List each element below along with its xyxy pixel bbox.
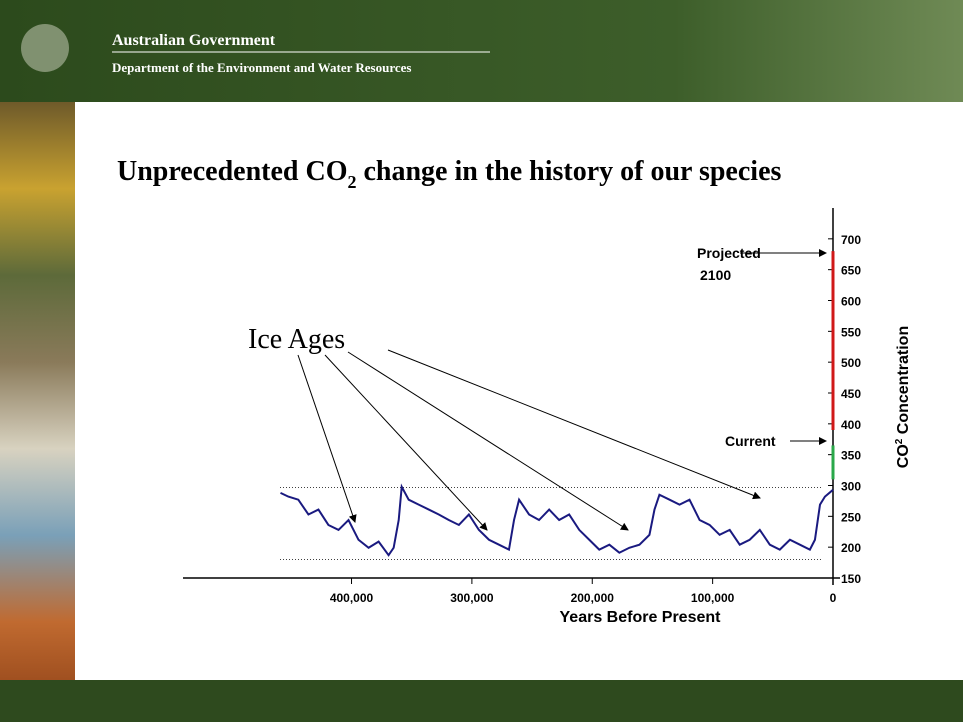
- arrow: [387, 349, 761, 500]
- x-tick-label: 100,000: [691, 591, 735, 605]
- y-tick-label: 600: [841, 295, 861, 309]
- ice-ages-label: Ice Ages: [248, 324, 345, 355]
- x-tick-label: 200,000: [571, 591, 615, 605]
- title-part: change in the history of our species: [356, 156, 781, 187]
- y-axis-label: CO2 Concentration: [894, 326, 912, 468]
- y-tick-label: 250: [841, 510, 861, 524]
- header-subtitle: Department of the Environment and Water …: [112, 60, 411, 75]
- footer-band: [0, 680, 963, 722]
- crest: [21, 24, 69, 72]
- y-tick-label: 300: [841, 480, 861, 494]
- y-tick-label: 200: [841, 541, 861, 555]
- arrow: [347, 351, 629, 531]
- ylabel-sub: 2: [894, 438, 905, 444]
- x-tick-label: 300,000: [450, 591, 494, 605]
- series-line: [280, 483, 834, 557]
- projected-label: 2100: [700, 267, 731, 283]
- current-label: Current: [725, 433, 776, 449]
- y-tick-label: 650: [841, 264, 861, 278]
- header-band: [0, 0, 963, 102]
- arrow: [297, 354, 357, 523]
- x-axis-label: Years Before Present: [560, 609, 722, 626]
- header-title: Australian Government: [112, 32, 276, 49]
- y-tick-label: 400: [841, 418, 861, 432]
- title-sub: 2: [347, 172, 356, 192]
- ylabel-part: CO: [895, 444, 912, 468]
- title-part: Unprecedented CO: [117, 156, 347, 187]
- y-tick-label: 350: [841, 449, 861, 463]
- y-tick-label: 700: [841, 233, 861, 247]
- photo-strip: [0, 102, 75, 680]
- y-tick-label: 150: [841, 572, 861, 586]
- y-tick-label: 500: [841, 356, 861, 370]
- chart-title: Unprecedented CO2 change in the history …: [117, 156, 781, 192]
- x-tick-label: 0: [830, 591, 837, 605]
- ice-age-arrows: [297, 249, 827, 531]
- projected-label: Projected: [697, 245, 761, 261]
- arrow: [324, 354, 488, 531]
- ylabel-part: Concentration: [895, 326, 912, 439]
- y-tick-label: 450: [841, 387, 861, 401]
- y-tick-label: 550: [841, 325, 861, 339]
- x-tick-label: 400,000: [330, 591, 374, 605]
